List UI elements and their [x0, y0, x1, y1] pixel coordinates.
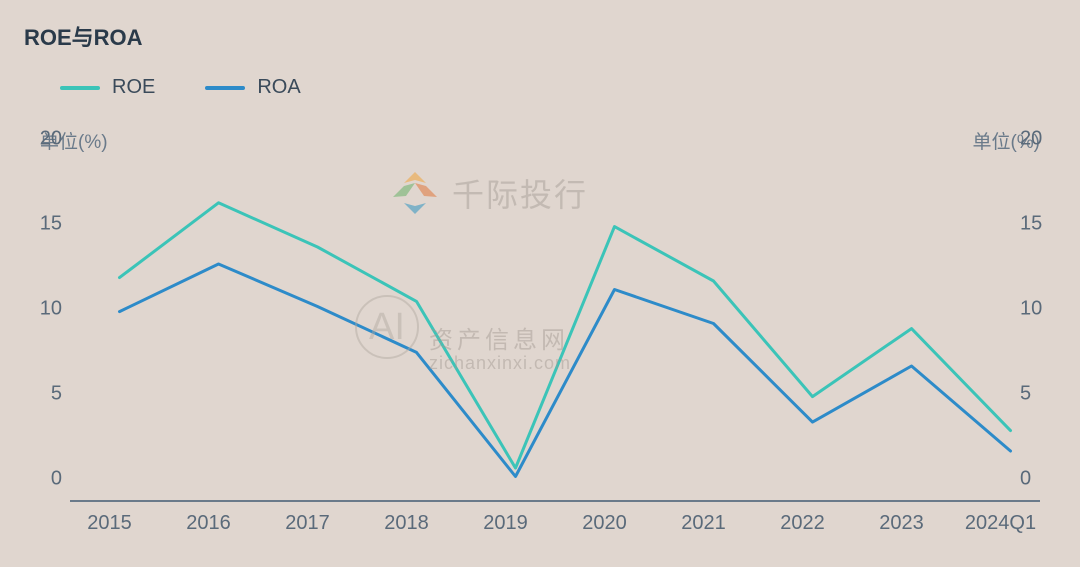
- series-line-roe: [120, 203, 1011, 468]
- x-label: 2022: [753, 512, 852, 535]
- x-label: 2024Q1: [951, 512, 1050, 535]
- y-tick-left: 15: [32, 213, 62, 236]
- plot-area: 05101520 05101520: [40, 162, 1010, 502]
- legend-swatch-roe: [60, 86, 100, 90]
- y-tick-left: 0: [32, 468, 62, 491]
- x-label: 2021: [654, 512, 753, 535]
- chart-lines: [70, 162, 1060, 502]
- legend-label-roa: ROA: [257, 76, 300, 99]
- legend-swatch-roa: [205, 86, 245, 90]
- x-label: 2017: [258, 512, 357, 535]
- x-label: 2020: [555, 512, 654, 535]
- legend: ROE ROA: [60, 76, 1050, 99]
- line-chart-roe-roa: ROE与ROA ROE ROA 单位(%) 单位(%) 05101520 051…: [0, 0, 1080, 567]
- x-label: 2015: [60, 512, 159, 535]
- y-tick-left: 20: [32, 128, 62, 151]
- y-tick-left: 10: [32, 298, 62, 321]
- x-label: 2018: [357, 512, 456, 535]
- legend-label-roe: ROE: [112, 76, 155, 99]
- x-axis-labels: 2015201620172018201920202021202220232024…: [60, 512, 1050, 535]
- axis-titles: 单位(%) 单位(%): [30, 127, 1050, 162]
- y-tick-right: 20: [1020, 128, 1050, 151]
- legend-item-roa: ROA: [205, 76, 300, 99]
- y-tick-left: 5: [32, 383, 62, 406]
- legend-item-roe: ROE: [60, 76, 155, 99]
- x-label: 2019: [456, 512, 555, 535]
- x-label: 2016: [159, 512, 258, 535]
- x-label: 2023: [852, 512, 951, 535]
- chart-title: ROE与ROA: [24, 20, 1050, 52]
- series-line-roa: [120, 264, 1011, 477]
